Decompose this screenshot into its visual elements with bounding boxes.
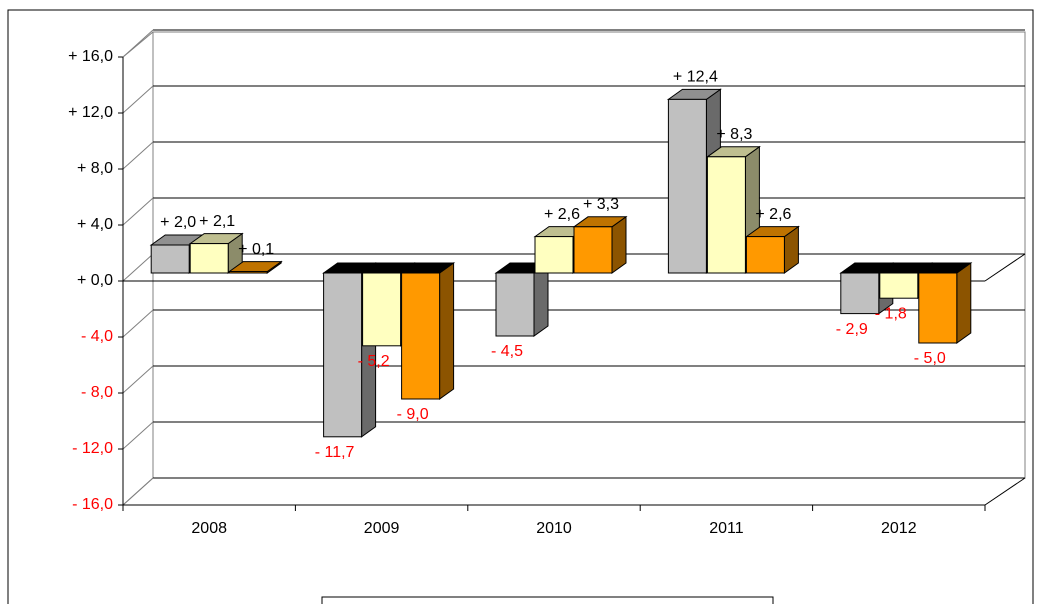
bar: [362, 272, 402, 347]
grid-line: [122, 477, 154, 506]
bar-side: [533, 262, 549, 337]
grid-line: [122, 309, 154, 338]
bar: [667, 98, 707, 274]
grid-line: [122, 141, 154, 170]
x-tick-label: 2008: [191, 520, 227, 537]
y-tick-label: + 8,0: [77, 160, 113, 177]
data-label: - 5,2: [358, 353, 390, 370]
bar: [706, 156, 746, 274]
data-label: + 2,0: [160, 214, 196, 231]
x-tick-label: 2009: [364, 520, 400, 537]
data-label: + 8,3: [716, 126, 752, 143]
x-tick-label: 2011: [709, 520, 744, 537]
bar: [573, 226, 613, 274]
bar: [401, 272, 441, 400]
bar: [879, 272, 919, 299]
floor-edge: [984, 477, 1026, 506]
bar: [918, 272, 958, 344]
y-tick-label: + 16,0: [68, 48, 113, 65]
y-tick-label: + 12,0: [68, 104, 113, 121]
bar: [228, 271, 268, 274]
grid-line: [122, 197, 154, 226]
data-label: + 2,1: [199, 213, 235, 230]
zero-line: [984, 253, 1026, 282]
data-label: - 4,5: [491, 343, 523, 360]
data-label: + 0,1: [238, 241, 274, 258]
grid-line: [122, 421, 154, 450]
y-tick-label: + 0,0: [77, 272, 113, 289]
data-label: + 2,6: [755, 206, 791, 223]
bar: [189, 243, 229, 274]
legend-box: [321, 596, 774, 604]
bar-side: [956, 262, 972, 344]
bar-side: [439, 262, 455, 400]
data-label: + 12,4: [673, 69, 718, 86]
bar: [150, 244, 190, 274]
y-tick-label: - 8,0: [81, 384, 113, 401]
data-label: + 2,6: [544, 206, 580, 223]
bar: [840, 272, 880, 315]
data-label: - 1,8: [875, 305, 907, 322]
y-tick-label: + 4,0: [77, 216, 113, 233]
bar: [745, 236, 785, 274]
y-tick-label: - 4,0: [81, 328, 113, 345]
bar: [495, 272, 535, 337]
grid-line: [122, 85, 154, 114]
data-label: - 9,0: [397, 406, 429, 423]
grid-line: [122, 29, 154, 58]
grid-line: [122, 253, 154, 282]
grid-line: [122, 365, 154, 394]
bar: [323, 272, 363, 438]
y-tick-label: - 16,0: [72, 496, 113, 513]
y-tick-label: - 12,0: [72, 440, 113, 457]
data-label: - 2,9: [836, 321, 868, 338]
bar: [534, 236, 574, 274]
data-label: + 3,3: [583, 196, 619, 213]
x-tick-label: 2012: [881, 520, 917, 537]
x-tick-label: 2010: [536, 520, 572, 537]
data-label: - 5,0: [914, 350, 946, 367]
data-label: - 11,7: [315, 444, 355, 461]
